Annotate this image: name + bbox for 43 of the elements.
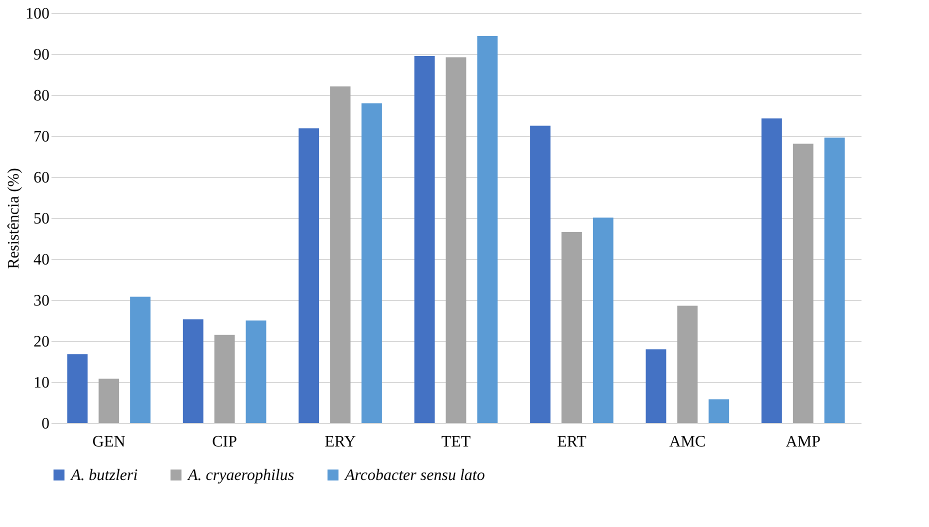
y-axis-title: Resistência (%) [6,168,22,269]
bar [446,57,466,423]
legend-label: Arcobacter sensu lato [344,467,485,484]
y-tick-label: 30 [34,292,50,310]
bar [708,399,730,423]
bar [677,306,698,423]
y-tick-label: 90 [34,46,50,64]
y-tick-label: 60 [34,170,50,186]
y-tick-label: 80 [34,88,50,104]
bar [530,126,550,423]
x-tick-label: TET [441,434,471,450]
bar [761,118,782,423]
bar [561,232,582,423]
bar [646,349,666,423]
bar [214,334,235,423]
x-tick-label: ERT [557,434,587,450]
bar [362,103,382,423]
bar [182,319,204,423]
y-tick-label: 50 [34,210,50,228]
bar [477,36,498,423]
bar [824,138,845,423]
x-tick-label: CIP [212,434,238,450]
bar [330,86,351,423]
y-tick-label: 40 [34,252,50,268]
bar [246,320,266,423]
bar [98,378,120,423]
x-tick-label: AMC [669,434,706,450]
x-tick-label: GEN [92,434,126,450]
bar [792,144,814,423]
bar [130,296,151,423]
x-tick-label: ERY [324,434,356,450]
y-tick-label: 10 [34,374,50,392]
y-tick-label: 70 [34,128,50,146]
x-tick-label: AMP [786,434,821,450]
legend-label: A. butzleri [70,467,138,484]
legend-label: A. cryaerophilus [187,467,294,484]
bar [414,56,435,423]
y-tick-label: 100 [26,6,50,22]
y-tick-label: 0 [42,416,50,432]
bar [298,128,320,423]
y-tick-label: 20 [34,334,50,350]
bar [592,218,614,423]
bar [67,354,88,423]
